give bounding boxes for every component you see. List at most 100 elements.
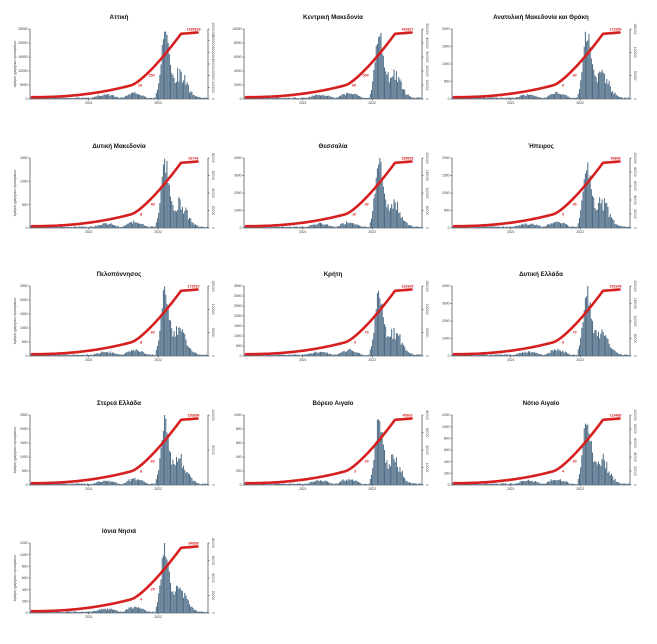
daily-cases-bar <box>258 354 260 356</box>
daily-cases-bar <box>360 483 362 485</box>
y2-tick-label: 50000 <box>211 328 215 338</box>
daily-cases-bar <box>183 80 185 99</box>
daily-cases-bar <box>107 224 109 228</box>
daily-cases-bar <box>181 591 183 613</box>
daily-cases-bar <box>569 354 571 356</box>
daily-cases-bar <box>186 209 188 228</box>
daily-cases-bar <box>122 611 124 613</box>
daily-cases-bar <box>190 476 192 485</box>
daily-cases-bar <box>334 226 336 228</box>
daily-cases-bar <box>472 226 474 228</box>
daily-cases-bar <box>168 184 170 228</box>
daily-cases-bar <box>78 612 80 613</box>
daily-cases-bar <box>583 310 585 356</box>
daily-cases-bar <box>335 227 337 228</box>
daily-cases-bar <box>385 199 387 228</box>
y2-tick-label: 40000 <box>211 188 215 198</box>
daily-cases-bar <box>574 354 576 356</box>
daily-cases-bar <box>599 197 601 228</box>
y-tick-label: 0 <box>448 226 450 230</box>
daily-cases-bar <box>513 484 515 485</box>
daily-cases-bar <box>563 352 565 356</box>
daily-cases-bar <box>596 464 598 485</box>
daily-cases-bar <box>350 222 352 228</box>
daily-cases-bar <box>167 42 169 99</box>
daily-cases-bar <box>386 337 388 356</box>
daily-cases-bar <box>491 483 493 485</box>
daily-cases-bar <box>186 345 188 356</box>
y-tick-label: 2500 <box>20 284 28 288</box>
daily-cases-bar <box>557 93 559 99</box>
daily-cases-bar <box>203 354 205 356</box>
daily-cases-bar <box>556 350 558 356</box>
daily-cases-bar <box>247 484 249 485</box>
daily-cases-bar <box>31 226 33 228</box>
daily-cases-bar <box>67 97 69 99</box>
daily-cases-bar <box>204 483 206 485</box>
y2-tick-label: 200000 <box>633 280 637 291</box>
y-tick-label: 10000 <box>18 69 28 73</box>
daily-cases-bar <box>175 211 177 228</box>
daily-cases-bar <box>132 92 134 99</box>
daily-cases-bar <box>564 351 566 356</box>
daily-cases-bar <box>51 226 53 228</box>
daily-cases-bar <box>78 354 80 356</box>
daily-cases-bar <box>393 458 395 485</box>
daily-cases-bar <box>419 226 421 228</box>
daily-cases-bar <box>569 227 571 228</box>
daily-cases-bar <box>405 94 407 99</box>
daily-cases-bar <box>266 354 268 356</box>
daily-cases-bar <box>607 472 609 485</box>
daily-cases-bar <box>530 352 532 356</box>
daily-cases-bar <box>91 354 93 356</box>
daily-cases-bar <box>114 96 116 99</box>
daily-cases-bar <box>331 226 333 228</box>
daily-cases-bar <box>197 611 199 613</box>
daily-cases-bar <box>392 338 394 356</box>
daily-cases-bar <box>519 353 521 356</box>
daily-cases-bar <box>57 226 59 228</box>
daily-cases-bar <box>37 484 39 485</box>
y2-tick-label: 0 <box>211 227 215 229</box>
y-axis-label: Αριθμός ημερήσιων κρουσμάτων <box>13 426 17 473</box>
daily-cases-bar <box>524 481 526 485</box>
daily-cases-bar <box>481 97 483 99</box>
daily-cases-bar <box>485 354 487 356</box>
y-tick-label: 500 <box>236 344 242 348</box>
y-tick-label: 2000 <box>20 427 28 431</box>
daily-cases-bar <box>349 93 351 99</box>
daily-cases-bar <box>281 226 283 228</box>
daily-cases-bar <box>555 222 557 228</box>
daily-cases-bar <box>522 224 524 228</box>
daily-cases-bar <box>173 331 175 356</box>
daily-cases-bar <box>316 352 318 356</box>
daily-cases-bar <box>107 481 109 485</box>
daily-cases-bar <box>520 224 522 228</box>
daily-cases-bar <box>484 227 486 228</box>
daily-cases-bar <box>268 226 270 228</box>
daily-cases-bar <box>526 224 528 228</box>
daily-cases-bar <box>73 611 75 613</box>
daily-cases-bar <box>497 97 499 99</box>
daily-cases-bar <box>98 609 100 613</box>
daily-cases-bar <box>279 97 281 99</box>
daily-cases-bar <box>305 354 307 356</box>
daily-cases-bar <box>580 210 582 228</box>
x-tick-label: 2022 <box>154 230 162 234</box>
daily-cases-bar <box>363 226 365 228</box>
daily-cases-bar <box>67 226 69 228</box>
daily-cases-bar <box>103 222 105 228</box>
chart-title: Ήπειρος <box>528 143 554 150</box>
daily-cases-bar <box>96 96 98 99</box>
daily-cases-bar <box>480 354 482 356</box>
daily-cases-bar <box>467 354 469 356</box>
daily-cases-bar <box>578 89 580 99</box>
daily-cases-bar <box>280 227 282 228</box>
daily-cases-bar <box>349 348 351 356</box>
daily-cases-bar <box>318 352 320 356</box>
daily-cases-bar <box>526 480 528 485</box>
daily-cases-bar <box>582 322 584 356</box>
daily-cases-bar <box>303 484 305 485</box>
daily-cases-bar <box>367 226 369 228</box>
daily-cases-bar <box>485 226 487 228</box>
